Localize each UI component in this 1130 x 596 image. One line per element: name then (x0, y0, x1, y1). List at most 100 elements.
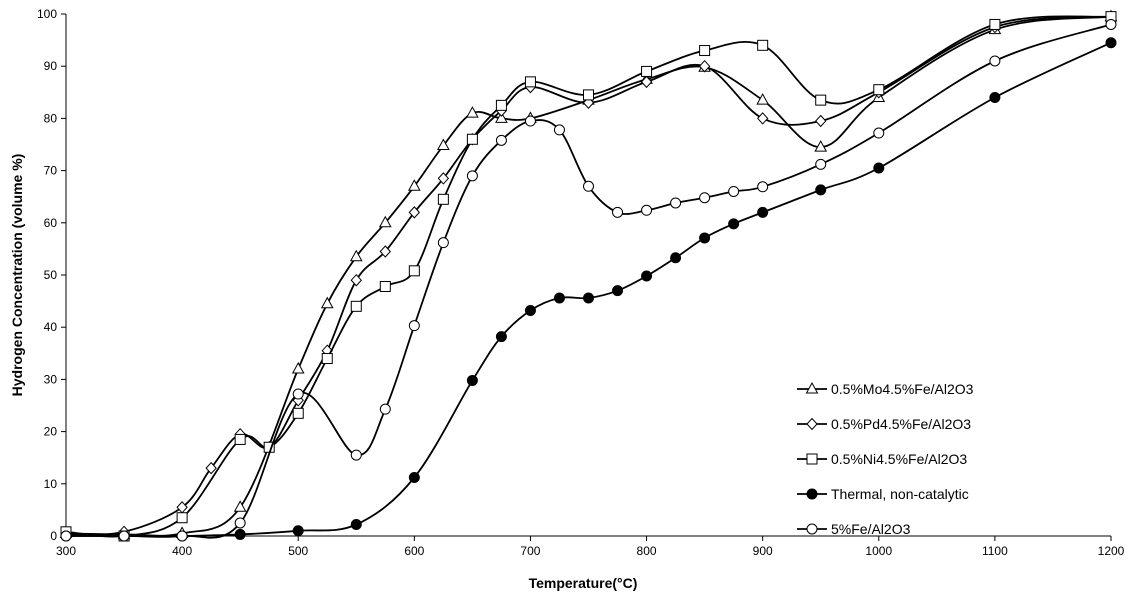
data-point (815, 114, 827, 128)
data-point (757, 206, 769, 218)
data-point (234, 528, 246, 540)
data-point (321, 353, 333, 365)
y-tick-label: 90 (44, 59, 58, 73)
data-point (292, 388, 304, 400)
data-point (233, 500, 247, 512)
data-point (291, 361, 305, 374)
data-point (1105, 37, 1117, 49)
y-tick-label: 50 (44, 268, 58, 282)
y-tick-label: 100 (37, 7, 57, 21)
data-point (379, 280, 391, 292)
x-tick-label: 700 (520, 544, 540, 558)
data-point (495, 134, 507, 146)
data-point (699, 232, 711, 244)
data-point (60, 530, 72, 542)
data-point (583, 89, 594, 101)
legend-marker (806, 417, 818, 431)
data-point (437, 193, 449, 205)
data-point (524, 304, 536, 316)
data-point (815, 184, 827, 196)
data-point (292, 525, 304, 537)
series-line (66, 23, 1112, 539)
series-3 (60, 37, 1117, 542)
data-point (350, 449, 362, 461)
y-tick-label: 0 (50, 529, 57, 543)
data-point (466, 106, 479, 118)
data-point (699, 45, 711, 57)
data-point (176, 512, 188, 524)
x-tick-label: 900 (753, 544, 773, 558)
data-point (989, 92, 1001, 104)
data-point (989, 55, 1001, 67)
data-point (524, 115, 536, 127)
data-point (612, 206, 624, 218)
x-tick-label: 600 (404, 544, 424, 558)
series-4 (60, 18, 1117, 542)
data-point (757, 39, 769, 51)
data-point (379, 403, 391, 415)
x-tick-label: 1200 (1098, 544, 1125, 558)
y-tick-label: 40 (44, 320, 58, 334)
data-point (728, 218, 740, 230)
y-tick-label: 70 (44, 164, 58, 178)
data-point (437, 138, 450, 151)
legend-label: 0.5%Pd4.5%Fe/Al2O3 (831, 416, 971, 432)
data-point (205, 461, 217, 475)
data-point (641, 65, 653, 77)
legend-label: 0.5%Ni4.5%Fe/Al2O3 (831, 451, 967, 467)
data-point (407, 179, 421, 191)
x-tick-label: 800 (637, 544, 657, 558)
data-point (728, 185, 740, 197)
y-axis-title: Hydrogen Concentration (volume %) (9, 154, 25, 397)
data-point (670, 197, 682, 209)
data-point (118, 530, 130, 542)
data-point (350, 519, 362, 531)
x-axis-title: Temperature(°C) (529, 575, 638, 591)
data-point (466, 374, 478, 386)
data-point (408, 265, 420, 277)
data-point (524, 76, 536, 88)
data-point (699, 192, 711, 204)
legend-marker (806, 453, 818, 465)
legend-label: Thermal, non-catalytic (831, 486, 969, 502)
data-point (873, 127, 885, 139)
data-point (176, 530, 188, 542)
x-tick-label: 300 (56, 544, 76, 558)
data-point (495, 99, 507, 111)
data-point (553, 124, 565, 136)
data-point (437, 172, 450, 185)
y-tick-label: 10 (44, 477, 58, 491)
data-point (320, 296, 334, 309)
x-tick-label: 1100 (982, 544, 1008, 558)
data-point (437, 237, 449, 249)
x-tick-label: 500 (288, 544, 308, 558)
data-point (234, 433, 246, 445)
data-point (756, 93, 770, 105)
y-tick-label: 30 (44, 372, 58, 386)
data-point (292, 407, 304, 419)
data-point (583, 180, 594, 192)
data-point (815, 94, 827, 106)
data-point (814, 140, 828, 152)
data-point (873, 84, 885, 96)
axes: 300 400 500 600 700 800 900 1000 1100 1200 0 10 20 30… (37, 7, 1125, 558)
data-point (1105, 18, 1117, 30)
legend-item: 5%Fe/Al2O3 (797, 521, 911, 537)
data-point (408, 320, 420, 332)
legend-label: 5%Fe/Al2O3 (831, 521, 911, 537)
legend-item: Thermal, non-catalytic (797, 486, 969, 502)
data-point (379, 245, 391, 258)
legend-item: 0.5%Mo4.5%Fe/Al2O3 (797, 381, 974, 397)
data-point (873, 162, 885, 174)
legend: 0.5%Mo4.5%Fe/Al2O3 0.5%Pd4.5%Fe/Al2O3 0.5%… (797, 381, 974, 537)
y-tick-label: 20 (44, 425, 58, 439)
data-point (670, 252, 682, 264)
data-point (466, 170, 478, 182)
data-point (756, 112, 769, 125)
legend-item: 0.5%Pd4.5%Fe/Al2O3 (797, 416, 971, 432)
data-point (815, 158, 827, 170)
data-point (640, 75, 653, 89)
data-point (583, 292, 594, 304)
x-tick-label: 1000 (865, 544, 892, 558)
